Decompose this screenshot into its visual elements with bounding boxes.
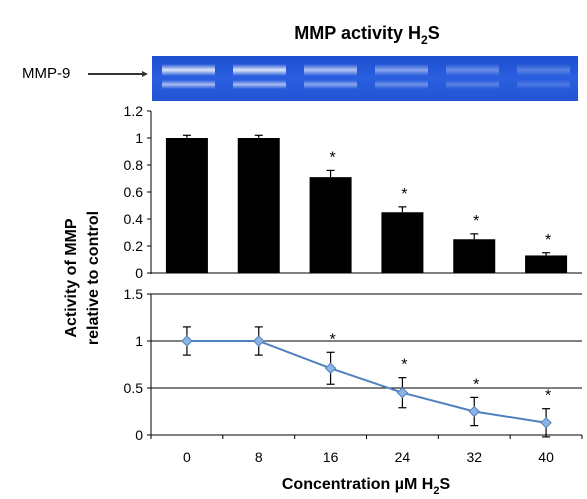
line-significance-mark: * bbox=[329, 331, 335, 348]
gel-band-upper bbox=[446, 64, 499, 76]
line-point-marker bbox=[324, 362, 337, 374]
y-axis-label-line2: relative to control bbox=[85, 211, 102, 345]
bar bbox=[309, 177, 352, 273]
line-significance-mark: * bbox=[401, 357, 407, 374]
bar-y-tick-label: 0.2 bbox=[124, 238, 144, 254]
line-y-tick-label: 1 bbox=[135, 333, 143, 349]
line-point-marker bbox=[253, 335, 265, 347]
gel-band-upper bbox=[517, 64, 570, 76]
blot-arrow-head bbox=[142, 71, 148, 77]
line-y-tick-label: 0.5 bbox=[124, 380, 144, 396]
line-chart-series: * * * * bbox=[181, 326, 552, 438]
bar bbox=[165, 138, 208, 273]
bar-y-tick-label: 0.6 bbox=[124, 184, 144, 200]
bar-y-tick-label: 1.2 bbox=[124, 103, 144, 119]
x-tick-label: 32 bbox=[466, 449, 482, 465]
bar-significance-mark: * bbox=[473, 213, 479, 230]
chart-title: MMP activity H2S bbox=[294, 23, 439, 47]
bar bbox=[525, 255, 568, 273]
line-y-tick-label: 1.5 bbox=[124, 286, 144, 302]
chart-title-main: MMP activity H bbox=[294, 23, 421, 43]
bar bbox=[453, 239, 496, 273]
line-point-marker bbox=[181, 335, 193, 347]
x-axis-label-subscript: 2 bbox=[433, 485, 439, 497]
y-axis-label-line1: Activity of MMP bbox=[63, 218, 80, 337]
gel-band-lower bbox=[517, 80, 570, 89]
bar bbox=[381, 212, 424, 273]
gel-band-lower bbox=[446, 80, 499, 89]
line-chart-y-ticks: 0 0.5 1 1.5 bbox=[124, 286, 151, 443]
x-tick-label: 40 bbox=[538, 449, 554, 465]
bar-chart: 0 0.2 0.4 0.6 0.8 1 1.2 * * * * bbox=[124, 103, 582, 281]
line-point-marker bbox=[540, 417, 552, 429]
line-y-tick-label: 0 bbox=[135, 427, 143, 443]
bar-significance-mark: * bbox=[329, 149, 335, 166]
gel-band-lower bbox=[375, 80, 428, 89]
line-chart: 0 0.5 1 1.5 0 8 16 24 32 40 * * * * bbox=[124, 286, 583, 465]
gel-band-lower bbox=[233, 80, 286, 89]
blot-label: MMP-9 bbox=[22, 65, 70, 82]
line-significance-mark: * bbox=[545, 388, 551, 405]
gel-band-upper bbox=[162, 64, 215, 76]
bar bbox=[237, 138, 280, 273]
chart-title-suffix: S bbox=[428, 23, 440, 43]
gel-bands bbox=[162, 64, 570, 89]
x-axis-label-suffix: S bbox=[439, 476, 450, 493]
bar-y-tick-label: 0.8 bbox=[124, 157, 144, 173]
gel-band-lower bbox=[304, 80, 357, 89]
x-tick-label: 8 bbox=[255, 449, 263, 465]
gel-band-upper bbox=[304, 64, 357, 76]
x-tick-label: 24 bbox=[395, 449, 411, 465]
bar-significance-mark: * bbox=[401, 186, 407, 203]
line-chart-x-ticks: 0 8 16 24 32 40 bbox=[150, 435, 583, 465]
gel-band-upper bbox=[233, 64, 286, 76]
bar-chart-bars: * * * * bbox=[165, 134, 568, 273]
chart-title-subscript: 2 bbox=[421, 33, 428, 47]
x-axis-label: Concentration µM H2S bbox=[282, 476, 451, 497]
bar-y-tick-label: 0.4 bbox=[124, 211, 144, 227]
x-tick-label: 0 bbox=[183, 449, 191, 465]
gel-band-upper bbox=[375, 64, 428, 76]
gel-blot bbox=[152, 56, 578, 101]
bar-chart-y-ticks: 0 0.2 0.4 0.6 0.8 1 1.2 bbox=[124, 103, 151, 281]
bar-y-tick-label: 1 bbox=[135, 130, 143, 146]
bar-significance-mark: * bbox=[545, 232, 551, 249]
gel-band-lower bbox=[162, 80, 215, 89]
line-significance-mark: * bbox=[473, 376, 479, 393]
gel-background bbox=[152, 56, 578, 101]
x-tick-label: 16 bbox=[323, 449, 339, 465]
bar-y-tick-label: 0 bbox=[135, 265, 143, 281]
line-point-marker bbox=[468, 405, 480, 418]
line-series-path bbox=[186, 340, 547, 424]
x-axis-label-main: Concentration µM H bbox=[282, 476, 433, 493]
line-point-marker bbox=[396, 386, 409, 399]
